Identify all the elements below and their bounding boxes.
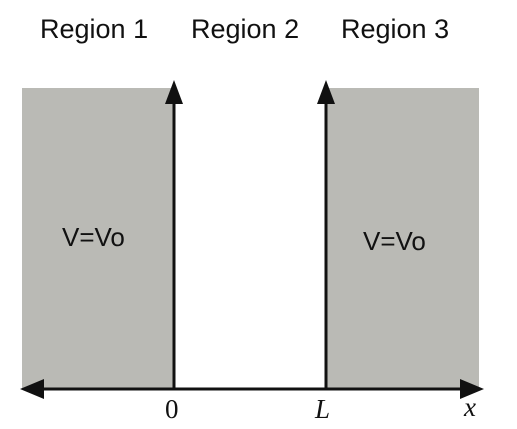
x-axis-right-arrowhead — [460, 379, 484, 399]
region-1-label: Region 1 — [40, 14, 149, 44]
region-2-label: Region 2 — [191, 14, 300, 44]
right-barrier-region — [326, 88, 479, 388]
x-axis-variable-label: x — [464, 392, 476, 422]
region-3-label: Region 3 — [341, 14, 450, 44]
left-wall-arrowhead — [165, 80, 183, 104]
x-axis-left-arrowhead — [20, 379, 44, 399]
left-barrier-region — [22, 88, 174, 388]
origin-tick-label: 0 — [165, 394, 179, 424]
well-edge-tick-label: L — [315, 394, 331, 424]
left-potential-label: V=Vo — [62, 222, 125, 252]
right-wall-arrowhead — [317, 80, 335, 104]
right-potential-label: V=Vo — [363, 226, 426, 256]
